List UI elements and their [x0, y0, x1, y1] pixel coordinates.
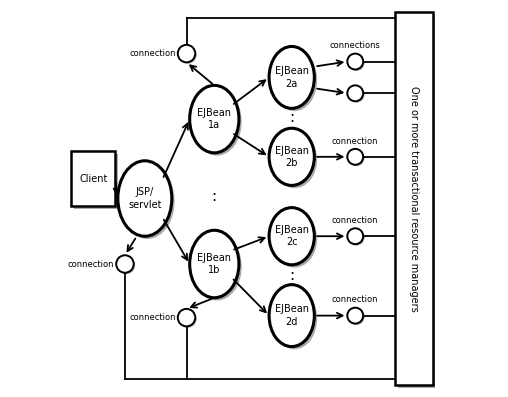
Bar: [74, 154, 118, 209]
Text: EJBean
1b: EJBean 1b: [197, 253, 231, 275]
Bar: [395, 12, 433, 385]
Text: connection: connection: [332, 295, 378, 304]
Ellipse shape: [118, 161, 172, 236]
Ellipse shape: [269, 285, 314, 347]
Circle shape: [348, 150, 365, 166]
Ellipse shape: [189, 230, 239, 298]
Ellipse shape: [269, 46, 314, 108]
Ellipse shape: [269, 128, 314, 185]
Text: EJBean
2b: EJBean 2b: [275, 146, 309, 168]
Circle shape: [178, 309, 195, 326]
Circle shape: [179, 46, 197, 64]
Bar: [398, 15, 435, 388]
Circle shape: [347, 85, 363, 101]
Bar: [72, 151, 115, 206]
Circle shape: [347, 149, 363, 165]
Text: connection: connection: [68, 260, 114, 268]
Circle shape: [178, 45, 195, 62]
Text: One or more transactional resource managers: One or more transactional resource manag…: [409, 86, 419, 311]
Text: EJBean
1a: EJBean 1a: [197, 108, 231, 130]
Text: Client: Client: [79, 173, 107, 184]
Circle shape: [348, 309, 365, 325]
Circle shape: [348, 229, 365, 245]
Circle shape: [116, 255, 134, 273]
Text: EJBean
2d: EJBean 2d: [275, 304, 309, 327]
Ellipse shape: [272, 131, 317, 188]
Text: connection: connection: [130, 313, 176, 322]
Text: :: :: [289, 268, 294, 283]
Circle shape: [118, 256, 135, 274]
Text: connection: connection: [130, 49, 176, 58]
Text: connection: connection: [332, 216, 378, 225]
Ellipse shape: [272, 287, 317, 349]
Circle shape: [179, 310, 197, 328]
Circle shape: [348, 55, 365, 71]
Text: JSP/
servlet: JSP/ servlet: [128, 187, 162, 210]
Text: connections: connections: [330, 41, 380, 50]
Circle shape: [347, 54, 363, 69]
Text: :: :: [289, 110, 294, 125]
Ellipse shape: [272, 210, 317, 268]
Circle shape: [347, 228, 363, 244]
Circle shape: [347, 308, 363, 324]
Ellipse shape: [193, 233, 242, 301]
Ellipse shape: [120, 164, 175, 239]
Ellipse shape: [189, 85, 239, 153]
Text: :: :: [212, 189, 217, 204]
Ellipse shape: [193, 88, 242, 156]
Ellipse shape: [269, 208, 314, 265]
Ellipse shape: [272, 49, 317, 111]
Text: EJBean
2a: EJBean 2a: [275, 66, 309, 89]
Circle shape: [348, 87, 365, 103]
Text: EJBean
2c: EJBean 2c: [275, 225, 309, 247]
Text: connection: connection: [332, 137, 378, 146]
